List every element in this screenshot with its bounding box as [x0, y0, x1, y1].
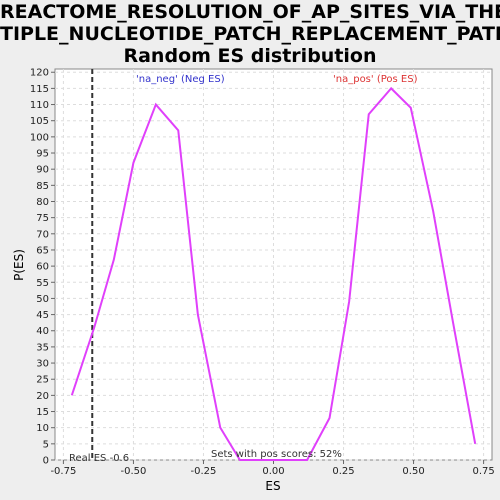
y-tick-label: 70	[36, 229, 49, 240]
y-tick-label: 15	[36, 407, 49, 418]
grid	[55, 69, 492, 461]
y-tick-label: 50	[36, 294, 49, 305]
y-tick-label: 115	[30, 84, 49, 95]
y-tick-label: 45	[36, 310, 49, 321]
x-tick-label: -0.50	[120, 466, 146, 477]
y-tick-label: 5	[43, 439, 49, 450]
y-tick-label: 0	[43, 456, 49, 467]
y-tick-label: 35	[36, 342, 49, 353]
neg-es-label: 'na_neg' (Neg ES)	[136, 74, 225, 85]
real-es-label: Real ES -0.6	[69, 453, 129, 464]
y-tick-label: 75	[36, 213, 49, 224]
y-tick-label: 110	[30, 100, 49, 111]
y-tick-label: 55	[36, 278, 49, 289]
y-tick-label: 95	[36, 149, 49, 160]
y-tick-label: 40	[36, 326, 49, 337]
pos-es-label: 'na_pos' (Pos ES)	[333, 74, 418, 85]
chart-title: REACTOME_RESOLUTION_OF_AP_SITES_VIA_THE_…	[0, 1, 500, 67]
y-tick-label: 120	[30, 68, 49, 79]
title-line-3: Random ES distribution	[123, 45, 377, 67]
title-line-1: REACTOME_RESOLUTION_OF_AP_SITES_VIA_THE_…	[0, 1, 500, 23]
x-axis-ticks: -0.75 -0.50 -0.25 0.00 0.25 0.50 0.75	[50, 460, 495, 477]
y-tick-label: 60	[36, 262, 49, 273]
y-tick-label: 65	[36, 245, 49, 256]
y-tick-label: 100	[30, 132, 49, 143]
y-tick-label: 85	[36, 181, 49, 192]
y-tick-label: 10	[36, 423, 49, 434]
y-axis-ticks: 0 5 10 15 20 25 30 35 40 45 50 55 60 65 70 75 80 85 90 95 10…	[30, 68, 55, 467]
y-tick-label: 25	[36, 375, 49, 386]
x-tick-label: 0.00	[262, 466, 284, 477]
y-tick-label: 30	[36, 359, 49, 370]
y-tick-label: 90	[36, 165, 49, 176]
x-tick-label: 0.50	[402, 466, 424, 477]
x-tick-label: 0.75	[472, 466, 494, 477]
x-axis-label: ES	[265, 479, 280, 493]
y-tick-label: 20	[36, 391, 49, 402]
y-tick-label: 80	[36, 197, 49, 208]
y-tick-label: 105	[30, 116, 49, 127]
y-axis-label: P(ES)	[12, 249, 26, 281]
x-tick-label: -0.75	[50, 466, 76, 477]
x-tick-label: -0.25	[191, 466, 217, 477]
title-line-2: TIPLE_NUCLEOTIDE_PATCH_REPLACEMENT_PATHW…	[0, 23, 500, 45]
pos-scores-label: Sets with pos scores: 52%	[211, 449, 342, 460]
series-line	[70, 86, 477, 461]
x-tick-label: 0.25	[332, 466, 354, 477]
